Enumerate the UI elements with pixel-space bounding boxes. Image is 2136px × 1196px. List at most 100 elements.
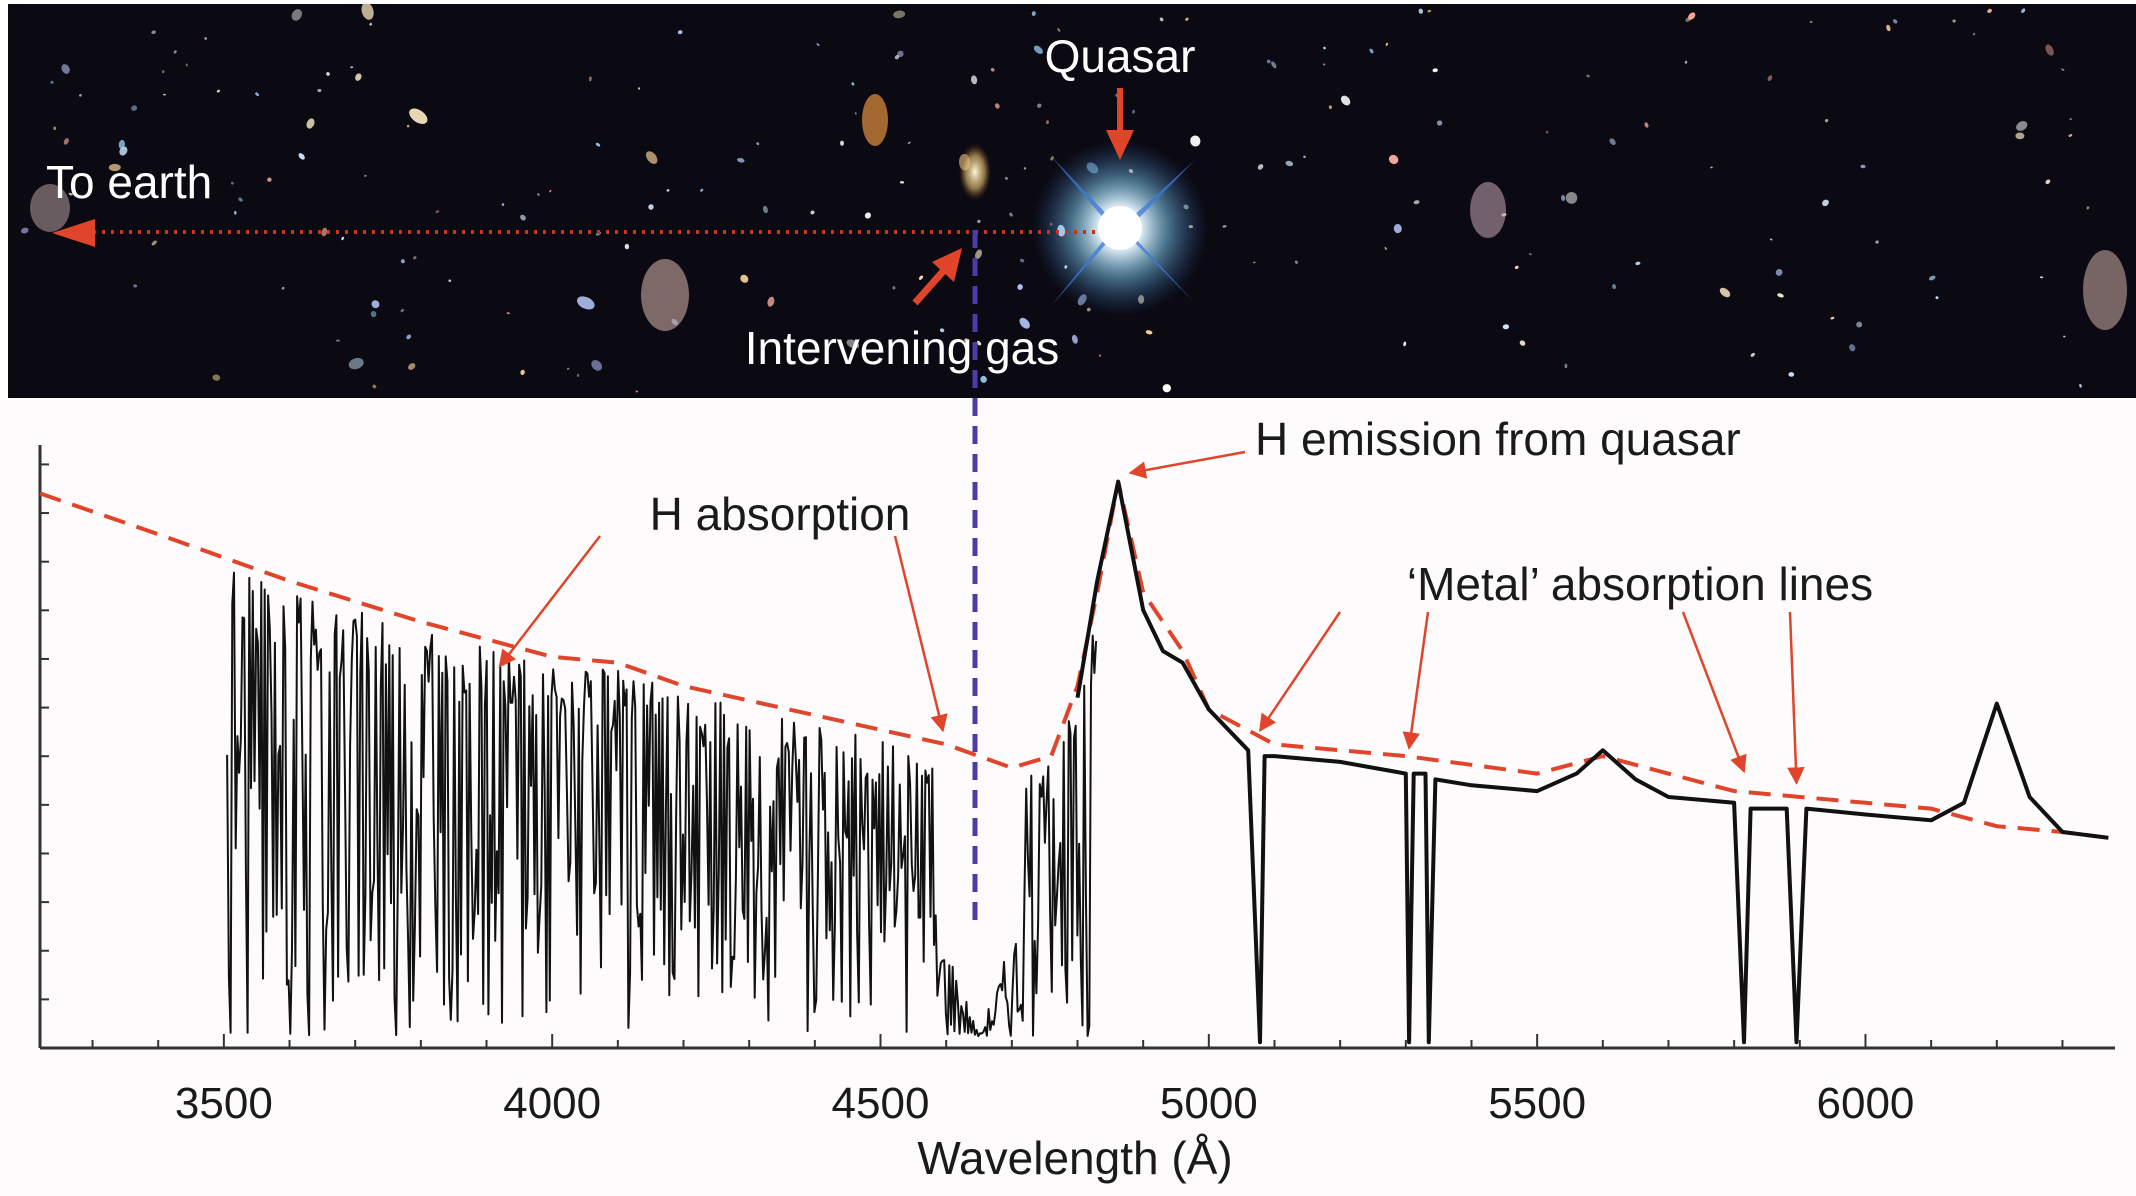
background-galaxy bbox=[216, 89, 221, 93]
background-galaxy bbox=[406, 124, 410, 128]
chart-axes bbox=[38, 445, 2115, 1050]
galaxy bbox=[862, 94, 888, 146]
background-galaxy bbox=[1285, 160, 1294, 167]
background-galaxy bbox=[1159, 17, 1164, 22]
background-galaxy bbox=[520, 214, 526, 221]
background-galaxy bbox=[371, 300, 380, 309]
background-galaxy bbox=[1323, 46, 1326, 50]
background-galaxy bbox=[2021, 8, 2026, 14]
background-galaxy bbox=[537, 193, 540, 196]
background-galaxy bbox=[892, 286, 896, 290]
background-galaxy bbox=[864, 212, 871, 219]
background-galaxy bbox=[566, 367, 570, 370]
background-galaxy bbox=[1266, 59, 1271, 64]
background-galaxy bbox=[963, 338, 968, 342]
background-galaxy bbox=[1023, 167, 1027, 170]
background-galaxy bbox=[1132, 109, 1135, 114]
background-galaxy bbox=[1893, 19, 1898, 24]
quasar-source bbox=[1032, 140, 1208, 316]
background-galaxy bbox=[638, 87, 641, 90]
background-galaxy bbox=[677, 30, 683, 35]
annotation-arrow bbox=[1402, 611, 1430, 750]
background-galaxy bbox=[364, 174, 367, 177]
background-galaxy bbox=[549, 189, 552, 193]
background-galaxy bbox=[255, 92, 260, 97]
background-galaxy bbox=[1564, 363, 1568, 369]
background-galaxy bbox=[1057, 28, 1061, 32]
background-galaxy bbox=[267, 177, 272, 182]
background-galaxy bbox=[1972, 32, 1976, 36]
annotation-arrow bbox=[1787, 611, 1805, 785]
background-galaxy bbox=[1710, 166, 1713, 169]
x-tick-label: 5000 bbox=[1160, 1079, 1258, 1128]
background-galaxy bbox=[400, 309, 405, 313]
background-galaxy bbox=[816, 43, 820, 47]
background-galaxy bbox=[908, 141, 911, 144]
background-galaxy bbox=[2015, 132, 2025, 140]
background-galaxy bbox=[648, 204, 654, 210]
background-galaxy bbox=[899, 181, 905, 184]
background-galaxy bbox=[1017, 284, 1023, 290]
foreground-galaxy bbox=[959, 144, 991, 200]
background-galaxy bbox=[238, 197, 243, 202]
background-galaxy bbox=[893, 10, 906, 19]
x-tick-label: 5500 bbox=[1488, 1079, 1586, 1128]
background-galaxy bbox=[230, 181, 234, 185]
background-galaxy bbox=[1323, 63, 1326, 66]
background-galaxy bbox=[1635, 261, 1641, 266]
spectrum-series bbox=[39, 479, 2109, 1045]
background-galaxy bbox=[918, 275, 924, 280]
background-galaxy bbox=[173, 50, 177, 54]
background-galaxy bbox=[589, 76, 592, 82]
spectrum-chart: H absorption H emission from quasar ‘Metal… bbox=[0, 400, 2136, 1196]
background-galaxy bbox=[61, 64, 70, 74]
background-galaxy bbox=[520, 369, 525, 376]
chart-annotations: H absorption H emission from quasar ‘Metal… bbox=[498, 413, 1873, 785]
background-galaxy bbox=[1875, 240, 1879, 244]
x-tick-label: 4500 bbox=[832, 1079, 930, 1128]
spiral-galaxy bbox=[2083, 250, 2127, 330]
background-galaxy bbox=[897, 50, 904, 58]
background-galaxy bbox=[1609, 138, 1616, 145]
background-galaxy bbox=[341, 236, 345, 241]
background-galaxy bbox=[1413, 200, 1420, 205]
background-galaxy bbox=[1775, 268, 1783, 276]
background-galaxy bbox=[1565, 192, 1578, 204]
earth-side-galaxy bbox=[30, 184, 70, 232]
background-galaxy bbox=[1788, 372, 1795, 377]
background-galaxy bbox=[1809, 20, 1813, 24]
background-galaxy bbox=[298, 153, 305, 160]
quasar-label: Quasar bbox=[1045, 30, 1196, 82]
background-galaxy bbox=[1252, 261, 1256, 264]
background-galaxy bbox=[1145, 330, 1153, 335]
background-galaxy bbox=[1427, 9, 1432, 13]
background-galaxy bbox=[762, 205, 768, 214]
background-galaxy bbox=[1987, 8, 1992, 14]
background-galaxy bbox=[1271, 61, 1277, 69]
background-galaxy bbox=[767, 296, 775, 307]
background-galaxy bbox=[1190, 135, 1201, 147]
background-galaxy bbox=[234, 210, 237, 215]
intervening-gas-arrow-icon bbox=[932, 248, 962, 282]
background-galaxy bbox=[118, 139, 125, 149]
x-tick-label: 3500 bbox=[175, 1079, 273, 1128]
background-galaxy bbox=[2045, 179, 2051, 185]
background-galaxy bbox=[1185, 17, 1189, 21]
background-galaxy bbox=[1098, 354, 1102, 357]
background-galaxy bbox=[212, 374, 221, 381]
background-galaxy bbox=[1257, 164, 1264, 170]
background-galaxy bbox=[576, 373, 580, 377]
lyman-alpha-forest bbox=[226, 571, 1098, 1038]
background-galaxy bbox=[321, 227, 328, 237]
background-galaxy bbox=[50, 80, 54, 84]
background-galaxy bbox=[361, 2, 374, 20]
background-galaxy bbox=[846, 339, 860, 349]
background-galaxy bbox=[666, 189, 670, 192]
background-galaxy bbox=[1037, 103, 1042, 108]
background-galaxy bbox=[306, 118, 315, 129]
background-galaxy bbox=[1046, 120, 1049, 125]
background-galaxy bbox=[635, 390, 638, 393]
background-galaxy bbox=[939, 328, 945, 333]
background-galaxy bbox=[408, 363, 416, 370]
background-galaxy bbox=[977, 219, 981, 224]
